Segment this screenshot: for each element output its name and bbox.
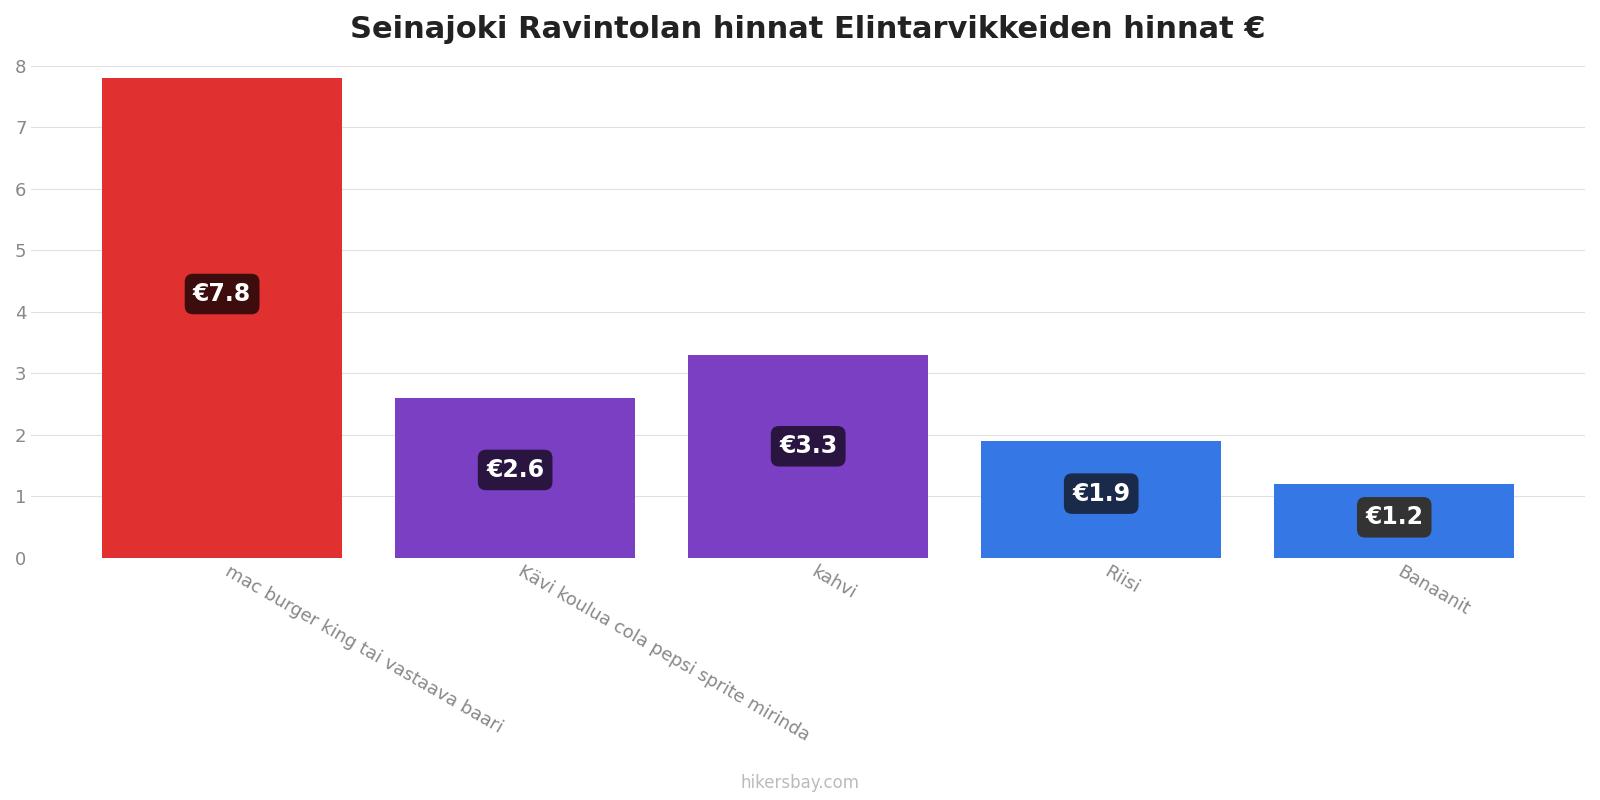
Text: €1.9: €1.9 [1072,482,1130,506]
Text: €7.8: €7.8 [194,282,251,306]
Text: €3.3: €3.3 [779,434,837,458]
Bar [102,78,342,558]
Bar [1274,484,1514,558]
Bar [395,398,635,558]
Text: hikersbay.com: hikersbay.com [741,774,859,792]
Bar [688,355,928,558]
Text: €1.2: €1.2 [1365,506,1424,530]
Title: Seinajoki Ravintolan hinnat Elintarvikkeiden hinnat €: Seinajoki Ravintolan hinnat Elintarvikke… [350,15,1266,44]
Bar [981,441,1221,558]
Text: €2.6: €2.6 [486,458,544,482]
